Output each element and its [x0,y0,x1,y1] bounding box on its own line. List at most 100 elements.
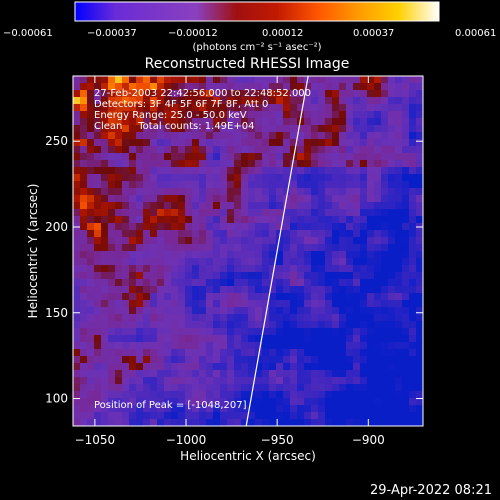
heatmap-cell [346,377,354,385]
heatmap-cell [360,125,368,133]
heatmap-cell [87,293,95,301]
heatmap-cell [346,244,354,252]
heatmap-cell [409,258,417,266]
heatmap-cell [374,412,382,420]
heatmap-cell [395,244,403,252]
heatmap-cell [304,202,312,210]
heatmap-cell [101,97,109,105]
heatmap-cell [332,342,340,350]
heatmap-cell [297,398,305,406]
heatmap-cell [248,139,256,147]
heatmap-cell [115,412,123,420]
heatmap-cell [255,90,263,98]
heatmap-cell [269,167,277,175]
heatmap-cell [220,356,228,364]
heatmap-cell [360,202,368,210]
heatmap-cell [262,342,270,350]
heatmap-cell [311,167,319,175]
heatmap-cell [185,153,193,161]
heatmap-cell [94,258,102,266]
heatmap-cell [87,356,95,364]
heatmap-cell [416,230,424,238]
heatmap-cell [388,391,396,399]
heatmap-cell [199,419,207,427]
heatmap-cell [318,370,326,378]
heatmap-cell [276,405,284,413]
heatmap-cell [339,230,347,238]
heatmap-cell [416,307,424,315]
heatmap-cell [311,412,319,420]
heatmap-cell [276,111,284,119]
heatmap-cell [150,342,158,350]
heatmap-cell [318,90,326,98]
heatmap-cell [395,118,403,126]
heatmap-cell [87,370,95,378]
heatmap-cell [199,300,207,308]
heatmap-cell [276,314,284,322]
heatmap-cell [94,104,102,112]
heatmap-cell [283,300,291,308]
heatmap-cell [129,125,137,133]
heatmap-cell [318,132,326,140]
heatmap-cell [339,244,347,252]
heatmap-cell [367,370,375,378]
heatmap-cell [374,223,382,231]
heatmap-cell [269,202,277,210]
heatmap-cell [395,195,403,203]
heatmap-cell [262,279,270,287]
heatmap-cell [311,174,319,182]
heatmap-cell [297,384,305,392]
heatmap-cell [297,83,305,91]
heatmap-cell [199,370,207,378]
heatmap-cell [318,223,326,231]
heatmap-cell [150,419,158,427]
heatmap-cell [290,377,298,385]
heatmap-cell [185,132,193,140]
heatmap-cell [171,167,179,175]
heatmap-cell [122,405,130,413]
heatmap-cell [136,251,144,259]
heatmap-cell [311,146,319,154]
heatmap-cell [360,244,368,252]
heatmap-cell [367,216,375,224]
heatmap-cell [374,230,382,238]
heatmap-cell [122,244,130,252]
heatmap-cell [178,370,186,378]
heatmap-cell [360,356,368,364]
heatmap-cell [143,118,151,126]
heatmap-cell [388,384,396,392]
heatmap-cell [192,118,200,126]
heatmap-cell [255,104,263,112]
heatmap-cell [241,391,249,399]
heatmap-cell [87,97,95,105]
heatmap-cell [402,293,410,301]
heatmap-cell [269,195,277,203]
heatmap-cell [129,230,137,238]
heatmap-cell [213,321,221,329]
heatmap-cell [318,202,326,210]
heatmap-cell [234,335,242,343]
heatmap-cell [311,405,319,413]
heatmap-cell [353,174,361,182]
heatmap-cell [94,181,102,189]
heatmap-cell [304,328,312,336]
heatmap-cell [129,265,137,273]
heatmap-cell [206,314,214,322]
heatmap-cell [220,342,228,350]
heatmap-cell [402,370,410,378]
heatmap-cell [171,132,179,140]
heatmap-cell [213,412,221,420]
heatmap-cell [262,405,270,413]
heatmap-cell [206,356,214,364]
heatmap-cell [73,244,81,252]
heatmap-cell [332,244,340,252]
heatmap-cell [122,272,130,280]
heatmap-cell [206,391,214,399]
heatmap-cell [157,125,165,133]
heatmap-cell [409,314,417,322]
heatmap-cell [87,195,95,203]
heatmap-cell [178,349,186,357]
heatmap-cell [206,279,214,287]
heatmap-cell [164,314,172,322]
heatmap-cell [87,216,95,224]
